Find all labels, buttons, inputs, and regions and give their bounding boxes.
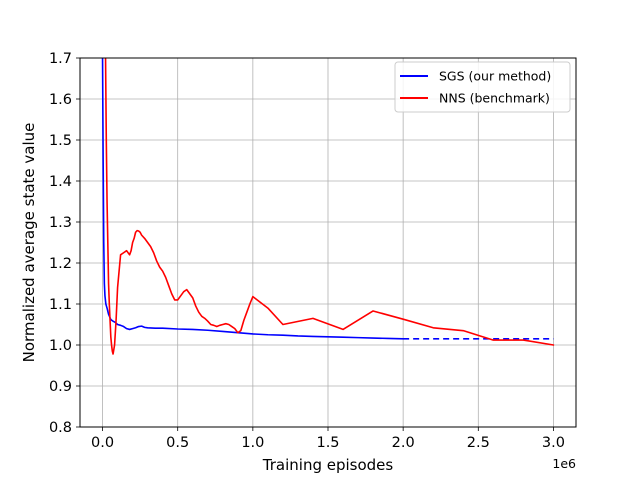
x-tick-label: 2.5 [467, 435, 490, 451]
y-tick-label: 1.4 [49, 174, 72, 190]
y-tick-label: 1.0 [49, 338, 72, 354]
x-tick-label: 3.0 [542, 435, 565, 451]
x-tick-label: 1.5 [316, 435, 339, 451]
x-tick-label: 0.5 [166, 435, 189, 451]
y-tick-label: 1.7 [49, 51, 72, 67]
legend: SGS (our method) NNS (benchmark) [394, 61, 571, 113]
series-line-2 [104, 58, 555, 355]
y-tick-label: 1.5 [49, 133, 72, 149]
x-offset-label: 1e6 [552, 456, 576, 471]
y-axis-label: Normalized average state value [20, 123, 38, 363]
y-tick-label: 0.9 [49, 379, 72, 395]
axis-ticks: 0.0 0.5 1.0 1.5 2.0 2.5 3.0 0.8 0.9 1.0 1.1 1.2 1.3 1… [49, 51, 565, 451]
y-tick-label: 1.6 [49, 92, 72, 108]
grid-lines [80, 57, 576, 428]
legend-box [394, 61, 571, 113]
y-tick-label: 1.1 [49, 297, 72, 313]
series-line-0 [101, 58, 404, 340]
y-tick-label: 1.2 [49, 256, 72, 272]
y-tick-label: 1.3 [49, 215, 72, 231]
x-tick-label: 1.0 [241, 435, 264, 451]
legend-label-sgs: SGS (our method) [439, 69, 551, 84]
y-tick-label: 0.8 [49, 420, 72, 436]
legend-label-nns: NNS (benchmark) [439, 91, 550, 106]
x-tick-label: 2.0 [392, 435, 415, 451]
plot-lines [101, 58, 555, 355]
x-tick-label: 0.0 [91, 435, 114, 451]
x-axis-label: Training episodes [262, 456, 394, 474]
